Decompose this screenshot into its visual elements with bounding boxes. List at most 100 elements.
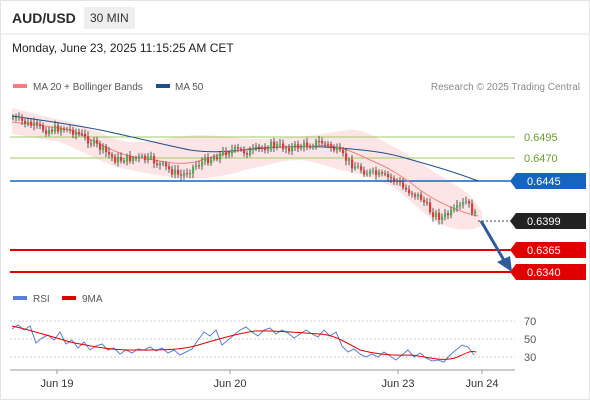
candle-body (297, 144, 300, 149)
candle-body (246, 153, 249, 155)
candle-body (228, 153, 231, 156)
candle-body (198, 165, 201, 167)
candle-body (336, 146, 339, 151)
candle-body (138, 156, 141, 158)
candle-body (288, 147, 291, 152)
candle-body (321, 141, 324, 144)
candle-body (75, 131, 78, 135)
x-tick-jun19: Jun 19 (40, 378, 73, 390)
candle-body (426, 202, 429, 204)
candle-body (210, 159, 213, 164)
candle-body (474, 211, 477, 214)
candle-body (408, 189, 411, 194)
candle-body (66, 129, 69, 131)
candle-body (195, 165, 198, 167)
ma20-legend-swatch (13, 84, 27, 88)
candle-body (99, 143, 102, 150)
candle-body (237, 147, 240, 149)
candle-body (318, 140, 321, 142)
candle-body (348, 159, 351, 161)
level-label-0-6365: 0.6365 (527, 245, 561, 257)
candle-body (444, 213, 447, 217)
candle-body (186, 173, 189, 175)
chart-header: AUD/USD 30 MIN (0, 0, 590, 36)
candle-body (459, 204, 462, 206)
candle-body (129, 155, 132, 162)
candle-body (48, 129, 51, 134)
candle-body (60, 128, 63, 132)
target-price-tag-1 (516, 242, 586, 258)
candle-body (360, 166, 363, 171)
ma50-legend-swatch (156, 84, 170, 88)
candle-body (372, 170, 375, 172)
level-label-0-6495: 0.6495 (524, 132, 558, 144)
candle-body (381, 172, 384, 174)
candle-body (327, 143, 330, 145)
candle-body (270, 141, 273, 150)
candle-body (120, 157, 123, 161)
candle-body (24, 120, 27, 124)
x-tick-jun24: Jun 24 (465, 378, 498, 390)
candle-body (465, 201, 468, 203)
rsi-label-70: 70 (524, 316, 536, 328)
candle-body (399, 180, 402, 183)
x-tick-jun23: Jun 23 (381, 378, 414, 390)
candle-body (243, 149, 246, 154)
chart-datetime: Monday, June 23, 2025 11:15:25 AM CET (12, 41, 234, 55)
candle-body (402, 182, 405, 188)
candle-body (132, 158, 135, 162)
candle-body (309, 146, 312, 148)
candle-body (375, 170, 378, 175)
target-price-tag-2 (516, 264, 586, 280)
candle-body (363, 170, 366, 175)
candle-body (183, 173, 186, 176)
candle-body (153, 156, 156, 164)
candle-body (204, 157, 207, 162)
candle-body (435, 212, 438, 217)
candle-body (54, 125, 57, 132)
candle-body (354, 166, 357, 169)
candle-body (108, 152, 111, 155)
candle-body (405, 187, 408, 190)
candle-body (114, 156, 117, 163)
timeframe-button[interactable]: 30 MIN (84, 7, 135, 29)
rsi-label-30: 30 (524, 352, 536, 364)
forecast-arrow-head (497, 256, 512, 272)
candle-body (447, 213, 450, 216)
ma20-legend-label: MA 20 + Bollinger Bands (33, 82, 143, 93)
candle-body (105, 146, 108, 153)
candle-body (315, 140, 318, 147)
candle-body (81, 133, 84, 135)
candle-body (42, 125, 45, 131)
candle-body (219, 153, 222, 160)
candle-body (96, 139, 99, 144)
candle-body (387, 173, 390, 178)
candle-body (234, 147, 237, 150)
candle-body (303, 142, 306, 147)
candle-body (255, 146, 258, 149)
candle-body (450, 209, 453, 216)
rsi-ma-legend-swatch (62, 296, 76, 300)
candle-body (177, 169, 180, 175)
candle-body (414, 194, 417, 197)
candle-body (216, 157, 219, 160)
candle-body (366, 173, 369, 175)
candle-body (429, 202, 432, 213)
candle-body (330, 144, 333, 148)
candle-body (441, 216, 444, 221)
candle-body (300, 146, 303, 149)
candle-body (249, 149, 252, 155)
candle-body (267, 149, 270, 151)
candle-body (390, 177, 393, 179)
candle-body (63, 128, 66, 131)
candle-body (240, 148, 243, 150)
candle-body (150, 156, 153, 158)
candle-body (135, 157, 138, 159)
candle-body (45, 130, 48, 134)
candle-body (144, 155, 147, 161)
candle-body (87, 136, 90, 144)
candle-body (342, 149, 345, 154)
candle-body (168, 166, 171, 170)
candle-body (93, 139, 96, 144)
